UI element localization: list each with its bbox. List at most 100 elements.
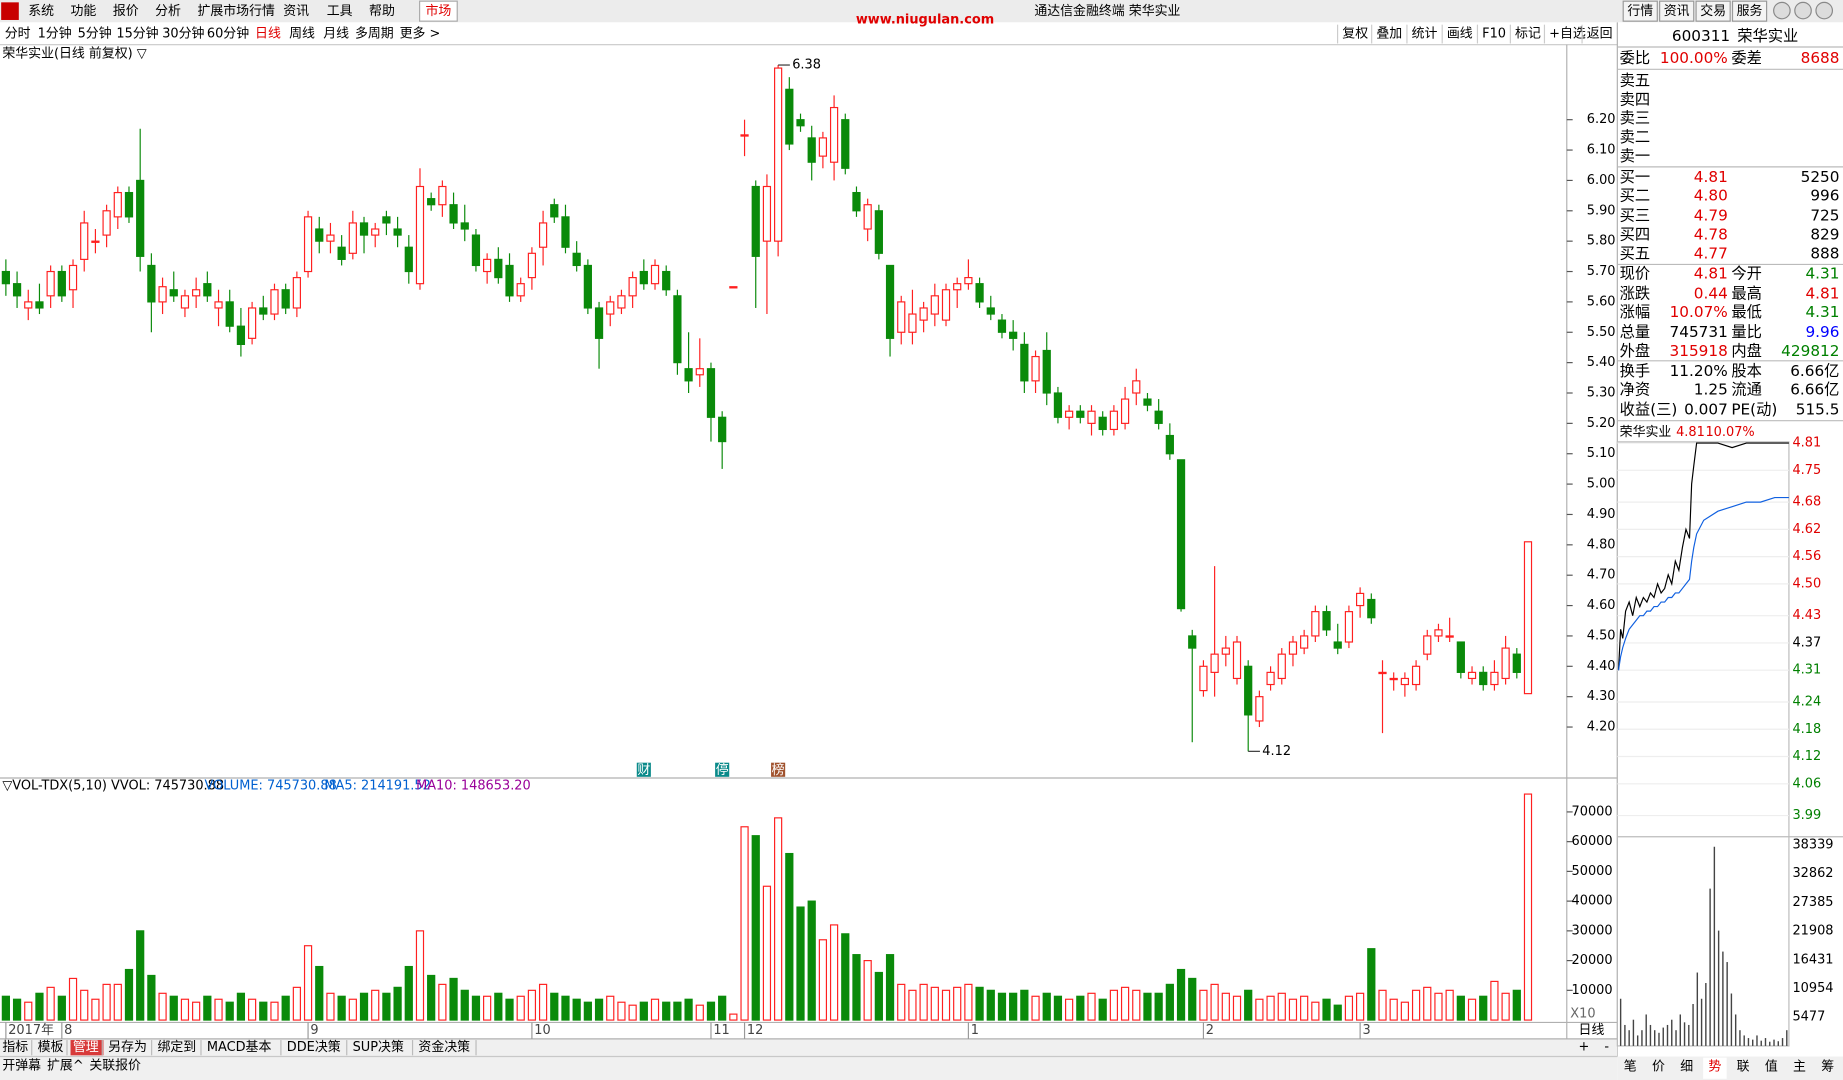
side-tab[interactable]: 笔 <box>1624 1059 1637 1075</box>
top-button-label[interactable]: 服务 <box>1737 3 1763 19</box>
menu-item[interactable]: 资讯 <box>283 4 309 19</box>
y-tick-label: 6.00 <box>1587 173 1616 188</box>
tool-button[interactable]: +自选 <box>1549 27 1586 42</box>
tool-button[interactable]: 统计 <box>1412 27 1438 42</box>
y-tick-label: 4.06 <box>1792 776 1821 791</box>
top-button[interactable] <box>1731 0 1768 22</box>
candle-body <box>583 264 592 309</box>
quote-cell: 最低 <box>1731 303 1762 321</box>
menu-item[interactable]: 报价 <box>113 4 139 19</box>
tool-button[interactable]: 标记 <box>1515 27 1541 42</box>
volume-bar <box>1277 992 1286 1021</box>
bottom-tab[interactable]: 开弹幕 <box>2 1058 41 1073</box>
period-tab[interactable]: 多周期 <box>355 27 394 42</box>
top-button[interactable] <box>1695 0 1731 22</box>
volume-bar <box>807 900 816 1021</box>
event-marker-label[interactable]: 财 <box>637 763 650 778</box>
quote-cell: 买三 <box>1620 207 1651 225</box>
period-tab[interactable]: 周线 <box>289 27 315 42</box>
top-button-label[interactable]: 行情 <box>1627 4 1653 19</box>
side-tab[interactable]: 势 <box>1708 1059 1721 1075</box>
menu-item[interactable]: 系统 <box>28 4 54 19</box>
window-minimize[interactable] <box>1773 1 1791 20</box>
window-restore[interactable] <box>1794 1 1812 20</box>
candle-body <box>180 295 190 309</box>
bottom-tab[interactable]: 资金决策 <box>418 1039 470 1055</box>
volume-bar <box>1523 793 1533 1021</box>
volume-bar <box>180 998 190 1021</box>
menu-item[interactable]: 工具 <box>327 4 353 19</box>
tool-button[interactable]: 画线 <box>1447 27 1473 42</box>
volume-bar <box>1154 992 1163 1021</box>
candle-body <box>147 264 156 303</box>
intraday-frame <box>1616 441 1790 1047</box>
volume-bar <box>538 983 548 1021</box>
volume-bar <box>953 986 962 1021</box>
bottom-tab[interactable]: 另存为 <box>108 1040 147 1055</box>
quote-cell: 股本 <box>1731 362 1762 380</box>
tool-button[interactable]: F10 <box>1482 27 1506 42</box>
tool-button[interactable]: 叠加 <box>1376 27 1402 42</box>
candle-body <box>136 179 145 257</box>
quote-cell: 888 <box>1810 244 1839 262</box>
indicator-header: VOLUME: 745730.88 <box>205 779 337 794</box>
bottom-tab[interactable]: MACD基本 <box>207 1040 272 1055</box>
period-tab[interactable]: 日线 <box>255 27 281 42</box>
top-button-label[interactable]: 交易 <box>1700 3 1726 19</box>
candle-body <box>415 185 425 285</box>
window-close[interactable] <box>1815 1 1834 20</box>
bottom-tab[interactable]: 管理 <box>73 1040 99 1055</box>
side-tab[interactable]: 筹 <box>1821 1059 1834 1075</box>
bottom-tab[interactable]: 关联报价 <box>89 1058 141 1073</box>
tool-button[interactable]: 复权 <box>1342 26 1368 42</box>
period-tab[interactable]: 月线 <box>323 27 349 42</box>
period-tab[interactable]: 5分钟 <box>78 26 112 42</box>
period-tab[interactable]: 更多 > <box>400 27 441 42</box>
candle-body <box>818 137 828 157</box>
tool-button[interactable]: 返回 <box>1587 27 1613 42</box>
y-tick-label: 5.30 <box>1587 385 1616 400</box>
menu-item[interactable]: 市场 <box>425 3 451 19</box>
bottom-tab[interactable]: SUP决策 <box>353 1039 404 1055</box>
event-marker-label[interactable]: 停 <box>716 762 729 778</box>
menu-item[interactable]: 分析 <box>155 4 181 19</box>
menu-item[interactable]: 功能 <box>71 4 97 19</box>
side-tab[interactable]: 联 <box>1737 1060 1750 1075</box>
side-tab[interactable]: 价 <box>1652 1060 1665 1075</box>
event-marker-label[interactable]: 榜 <box>772 762 785 778</box>
top-button[interactable] <box>1659 0 1695 22</box>
volume-bar <box>1479 995 1488 1021</box>
indicator-header: MA10: 148653.20 <box>416 779 531 794</box>
volume-bar <box>885 954 895 1021</box>
volume-bar <box>124 968 134 1021</box>
menu-item[interactable]: 帮助 <box>369 4 395 19</box>
period-tab[interactable]: 60分钟 <box>207 26 249 42</box>
period-tab[interactable]: 30分钟 <box>162 26 204 42</box>
volume-bar <box>35 992 44 1021</box>
volume-bar <box>438 983 447 1021</box>
side-tab[interactable]: 主 <box>1793 1060 1806 1075</box>
bottom-tab[interactable]: 扩展^ <box>47 1058 84 1073</box>
bottom-tab[interactable]: 绑定到 <box>158 1040 197 1055</box>
period-tab[interactable]: 15分钟 <box>116 26 158 42</box>
menu-item[interactable]: 扩展市场行情 <box>197 3 275 19</box>
volume-bar <box>1244 989 1253 1021</box>
side-tab[interactable]: 值 <box>1765 1059 1778 1075</box>
volume-bar <box>247 998 257 1021</box>
y-tick-label: 4.81 <box>1792 436 1821 451</box>
bottom-tab[interactable]: 指标 <box>2 1040 28 1055</box>
volume-bar <box>718 995 727 1021</box>
volume-bar <box>1109 989 1119 1021</box>
volume-bar <box>1165 983 1174 1021</box>
zoom-out[interactable]: - <box>1604 1040 1609 1055</box>
bottom-tab[interactable]: 模板 <box>38 1040 64 1055</box>
zoom-in[interactable]: + <box>1579 1040 1590 1055</box>
bottom-tab[interactable]: DDE决策 <box>287 1039 341 1055</box>
top-button-label[interactable]: 资讯 <box>1664 4 1690 19</box>
top-button[interactable] <box>1622 0 1658 22</box>
period-tab[interactable]: 1分钟 <box>38 26 72 42</box>
candle-body <box>673 295 682 364</box>
side-tab[interactable]: 细 <box>1680 1060 1693 1075</box>
period-tab[interactable]: 分时 <box>5 27 31 42</box>
